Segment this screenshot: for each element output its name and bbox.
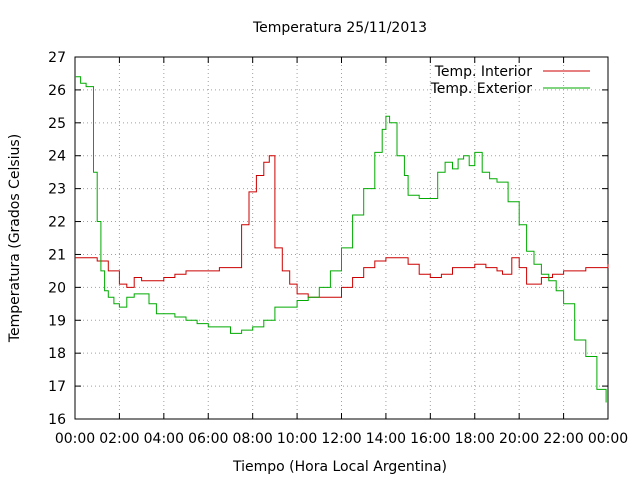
x-tick-label: 00:00 bbox=[588, 431, 628, 447]
series-lines bbox=[75, 76, 609, 403]
x-tick-label: 12:00 bbox=[321, 431, 361, 447]
x-tick-label: 16:00 bbox=[410, 431, 450, 447]
chart-title: Temperatura 25/11/2013 bbox=[252, 20, 427, 36]
series-line-temp-interior bbox=[75, 155, 609, 298]
grid bbox=[75, 57, 608, 419]
y-tick-label: 23 bbox=[48, 182, 66, 198]
x-tick-label: 18:00 bbox=[455, 431, 495, 447]
axis-ticks: 00:00 02:00 04:00 06:00 08:00 10:00 12:00 14:00… bbox=[48, 50, 628, 447]
x-tick-label: 06:00 bbox=[188, 431, 228, 447]
y-tick-label: 25 bbox=[48, 116, 66, 132]
x-tick-label: 22:00 bbox=[543, 431, 583, 447]
y-tick-label: 19 bbox=[48, 313, 66, 329]
x-tick-label: 00:00 bbox=[55, 431, 95, 447]
y-axis-label: Temperatura (Grados Celsius) bbox=[7, 134, 23, 343]
y-tick-label: 22 bbox=[48, 215, 66, 231]
y-tick-label: 21 bbox=[48, 247, 66, 263]
y-tick-label: 27 bbox=[48, 50, 66, 66]
y-tick-label: 16 bbox=[48, 412, 66, 428]
x-tick-label: 02:00 bbox=[99, 431, 139, 447]
x-tick-label: 04:00 bbox=[144, 431, 184, 447]
x-tick-label: 14:00 bbox=[366, 431, 406, 447]
x-tick-label: 08:00 bbox=[232, 431, 272, 447]
y-tick-label: 20 bbox=[48, 280, 66, 296]
x-axis-label: Tiempo (Hora Local Argentina) bbox=[232, 459, 447, 475]
legend-label-temp-exterior: Temp. Exterior bbox=[430, 81, 533, 97]
y-tick-label: 24 bbox=[48, 149, 66, 165]
x-tick-label: 10:00 bbox=[277, 431, 317, 447]
x-tick-label: 20:00 bbox=[499, 431, 539, 447]
y-tick-label: 26 bbox=[48, 83, 66, 99]
y-tick-label: 18 bbox=[48, 346, 66, 362]
legend-label-temp-interior: Temp. Interior bbox=[434, 64, 533, 80]
series-line-temp-exterior bbox=[75, 76, 607, 403]
y-tick-label: 17 bbox=[48, 379, 66, 395]
